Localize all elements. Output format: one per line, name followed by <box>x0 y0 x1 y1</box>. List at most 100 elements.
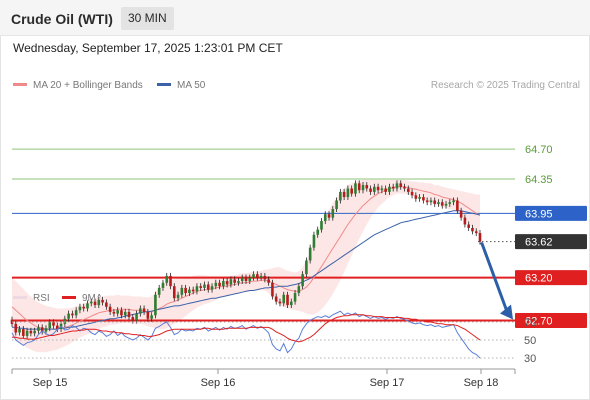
candle-body <box>142 308 146 312</box>
candle <box>316 226 320 238</box>
candle <box>218 279 221 290</box>
candle-body <box>380 188 384 191</box>
candle-body <box>403 186 406 189</box>
candle-body <box>82 306 86 309</box>
candle <box>142 305 146 315</box>
candle <box>52 319 55 329</box>
candle-body <box>391 186 395 189</box>
candle-body <box>55 325 59 330</box>
candle-body <box>161 282 165 288</box>
candle-body <box>335 200 338 210</box>
candle <box>403 183 406 192</box>
candle-body <box>93 301 97 306</box>
candle <box>71 310 74 319</box>
candle <box>339 188 342 204</box>
candle-body <box>123 311 127 316</box>
candle-body <box>384 188 387 192</box>
candle-body <box>361 185 365 191</box>
candle-body <box>165 275 169 283</box>
x-tick-label: Sep 18 <box>464 377 499 389</box>
level-badge-63-95 <box>515 205 587 221</box>
candle-body <box>139 308 142 314</box>
candle-body <box>357 183 361 191</box>
timeframe-button[interactable]: 30 MIN <box>121 7 174 30</box>
candle-body <box>440 202 444 206</box>
candle <box>237 278 240 286</box>
candle-body <box>259 275 263 278</box>
candle-body <box>418 197 421 199</box>
candle-body <box>89 301 93 304</box>
level-badge-62-70 <box>515 312 587 328</box>
candle <box>354 180 357 197</box>
candle <box>312 231 316 251</box>
candle-body <box>448 202 452 204</box>
candle <box>456 197 459 214</box>
candle <box>112 308 116 317</box>
candle <box>244 274 248 285</box>
rsi-ma-swatch <box>62 295 76 299</box>
candle-body <box>252 274 255 278</box>
candle-body <box>206 284 210 290</box>
forecast-arrow-shaft <box>480 242 509 313</box>
candle-body <box>271 282 274 297</box>
candle <box>471 224 474 235</box>
candle <box>278 298 282 307</box>
candle <box>425 197 429 206</box>
candle <box>308 244 312 264</box>
candle-body <box>278 301 282 304</box>
candle <box>199 283 203 291</box>
candle <box>29 327 33 337</box>
candle <box>40 324 44 335</box>
candle-body <box>406 188 410 192</box>
candle-body <box>346 188 350 198</box>
candle-body <box>395 183 399 189</box>
forecast-arrow-icon <box>500 304 513 320</box>
candle <box>305 257 308 278</box>
rsi-line <box>11 310 481 359</box>
candle <box>414 192 418 202</box>
candle <box>101 296 104 306</box>
ma50-line <box>12 210 481 330</box>
candle <box>22 326 25 339</box>
candle-body <box>105 302 108 307</box>
legend-rsi-ma: 9MA <box>62 293 103 304</box>
candle-body <box>116 310 119 314</box>
candle <box>440 199 444 209</box>
candle <box>146 308 150 322</box>
candle <box>18 326 21 336</box>
candle <box>222 278 225 290</box>
candle <box>120 307 123 319</box>
candle-body <box>312 234 316 248</box>
candle-body <box>256 274 259 278</box>
candle-body <box>71 313 74 316</box>
legend-ma50-label: MA 50 <box>177 80 206 91</box>
candle-body <box>25 330 29 336</box>
candle <box>176 291 180 302</box>
candle <box>135 310 138 324</box>
candle-body <box>282 294 286 304</box>
candle-body <box>301 274 304 287</box>
candle <box>116 307 119 317</box>
candle <box>444 200 448 209</box>
candle-body <box>150 315 153 319</box>
chart-datetime: Wednesday, September 17, 2025 1:23:01 PM… <box>13 41 283 55</box>
candle <box>233 276 236 286</box>
legend-ma20: MA 20 + Bollinger Bands <box>13 80 143 91</box>
candle <box>380 185 384 194</box>
candle <box>452 197 455 206</box>
candle <box>225 278 229 288</box>
candle <box>240 274 244 285</box>
candle-body <box>22 329 25 336</box>
candle-body <box>157 287 161 295</box>
candle <box>448 199 452 207</box>
candle-body <box>316 229 320 235</box>
candle <box>422 194 425 204</box>
candle-body <box>293 293 297 302</box>
candle <box>293 290 297 305</box>
rsi-tick-label-30: 30 <box>524 353 536 365</box>
candle <box>82 303 86 312</box>
research-credit: Research © 2025 Trading Central <box>430 80 580 91</box>
candle-body <box>127 311 131 318</box>
